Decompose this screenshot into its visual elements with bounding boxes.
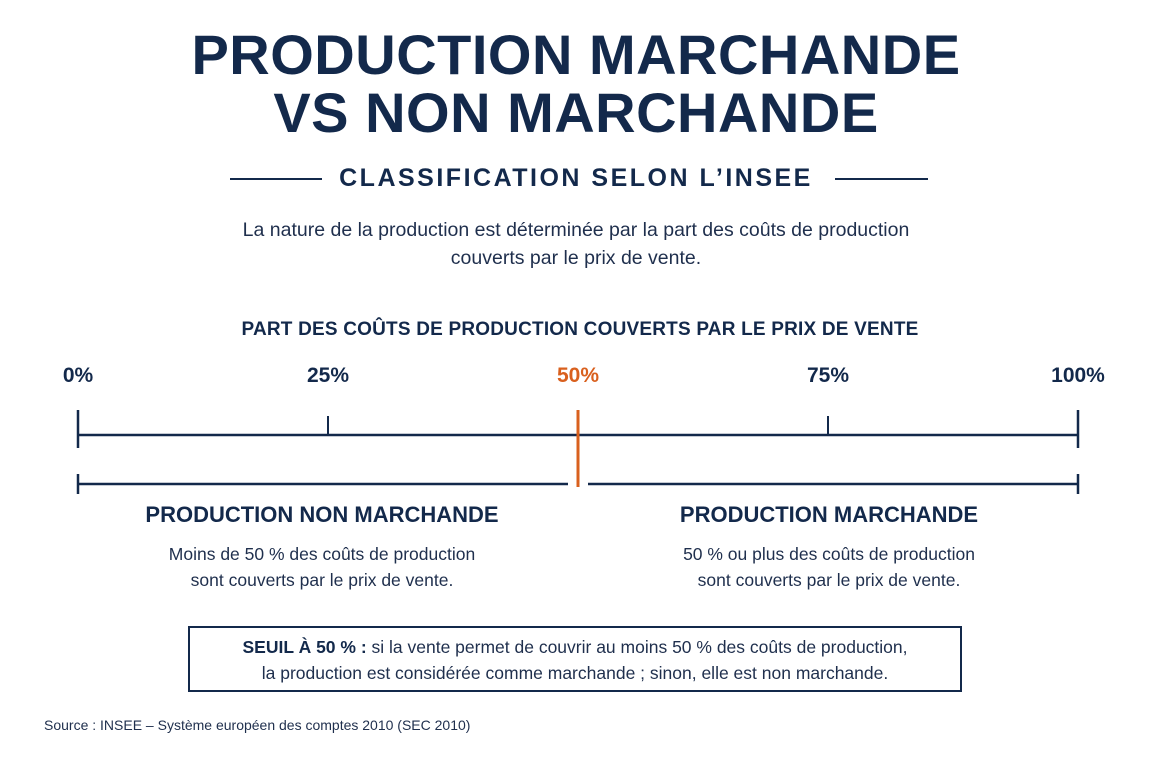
title-line-2: VS NON MARCHANDE	[273, 81, 879, 144]
subtitle: CLASSIFICATION SELON L’INSEE	[339, 164, 813, 192]
non-market-desc-line-2: sont couverts par le prix de vente.	[190, 570, 454, 590]
subtitle-row: CLASSIFICATION SELON L’INSEE	[0, 160, 1152, 200]
subtitle-rule-left	[230, 178, 322, 180]
intro-line-2: couverts par le prix de vente.	[450, 247, 702, 269]
threshold-label: SEUIL À 50 % :	[242, 637, 367, 657]
threshold-note: SEUIL À 50 % : si la vente permet de cou…	[188, 626, 962, 692]
page-title: PRODUCTION MARCHANDE VS NON MARCHANDE	[0, 26, 1152, 142]
source-note: Source : INSEE – Système européen des co…	[44, 717, 471, 733]
tick-label-25: 25%	[306, 364, 350, 387]
market-desc-line-1: 50 % ou plus des coûts de production	[683, 544, 975, 564]
tick-label-0: 0%	[62, 364, 94, 387]
subtitle-rule-right	[835, 178, 928, 180]
threshold-note-line-1-text: si la vente permet de couvrir au moins 5…	[366, 637, 908, 657]
threshold-note-line-2: la production est considérée comme march…	[261, 663, 889, 683]
tick-label-75: 75%	[806, 364, 850, 387]
title-line-1: PRODUCTION MARCHANDE	[191, 23, 961, 86]
tick-label-100: 100%	[1051, 364, 1105, 387]
market-desc-line-2: sont couverts par le prix de vente.	[697, 570, 961, 590]
threshold-note-line-1: SEUIL À 50 % : si la vente permet de cou…	[190, 634, 960, 660]
scale-title: PART DES COÛTS DE PRODUCTION COUVERTS PA…	[241, 319, 919, 340]
tick-label-50: 50%	[556, 364, 600, 387]
non-market-description: Moins de 50 % des coûts de production so…	[169, 541, 475, 593]
non-market-desc-line-1: Moins de 50 % des coûts de production	[168, 544, 476, 564]
non-market-title: PRODUCTION NON MARCHANDE	[145, 502, 499, 527]
percentage-scale	[76, 410, 1080, 494]
intro-line-1: La nature de la production est déterminé…	[242, 219, 910, 241]
market-description: 50 % ou plus des coûts de production son…	[683, 541, 975, 593]
intro-text: La nature de la production est déterminé…	[0, 216, 1152, 272]
market-title: PRODUCTION MARCHANDE	[679, 502, 979, 527]
